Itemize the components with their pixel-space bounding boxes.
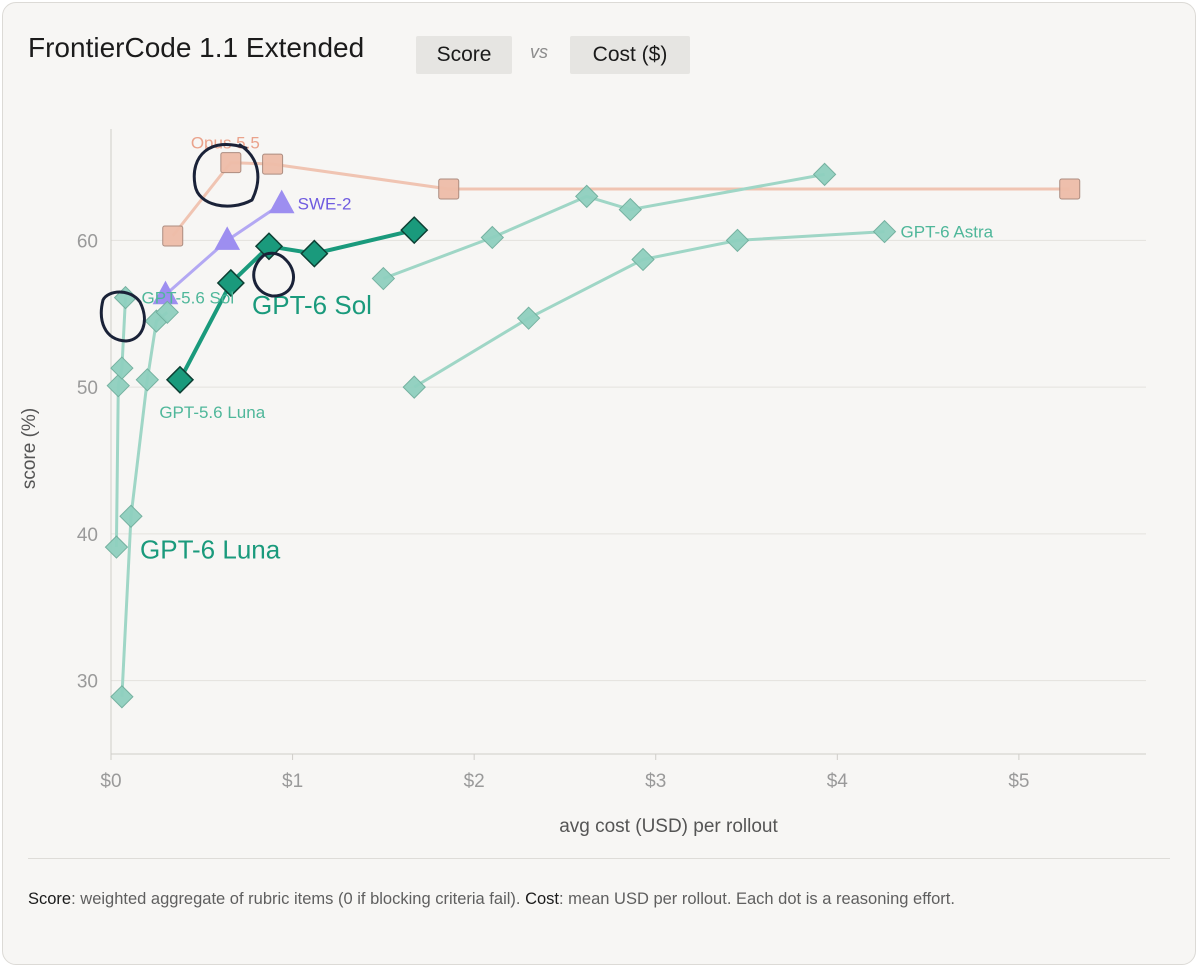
point-swe-2 [268, 189, 295, 214]
y-tick-label: 30 [77, 672, 98, 693]
point-gpt-5-6-astra [812, 162, 837, 187]
footer-divider [28, 858, 1170, 859]
series-label: GPT-6 Luna [140, 535, 281, 565]
point-opus-5-5 [1059, 178, 1081, 200]
x-tick-label: $0 [100, 771, 121, 792]
hand-drawn-annotations [99, 142, 295, 343]
axes: 30 40 50 60 $0 $1 $2 $3 $4 $5 avg cost (USD) per r… [19, 129, 1146, 837]
point-gpt-5-6-astra [480, 225, 505, 250]
series-label: SWE-2 [298, 195, 352, 214]
point-gpt-5-6-astra [618, 197, 643, 222]
point-gpt-5-6-sol [106, 373, 130, 398]
gridlines [111, 239, 1146, 682]
point-opus-5-5 [262, 153, 284, 175]
series-label: GPT-5.6 Luna [159, 403, 265, 422]
point-gpt-6-astra [725, 228, 750, 253]
x-tick-label: $1 [282, 771, 303, 792]
point-gpt-6-luna [300, 239, 329, 268]
point-gpt-6-luna [165, 365, 195, 394]
point-gpt-5-6-sol [104, 535, 129, 559]
cost-metric-pill[interactable]: Cost ($) [570, 36, 690, 74]
point-gpt-6-astra [631, 247, 655, 272]
point-gpt-6-astra [402, 375, 426, 399]
point-gpt-5-6-luna [119, 504, 143, 528]
point-gpt-5-6-sol [113, 285, 138, 310]
point-gpt-5-6-sol [110, 356, 134, 380]
footnote-cost-term: Cost [525, 890, 559, 908]
point-gpt-6-astra [516, 306, 541, 330]
x-tick-label: $2 [464, 771, 485, 792]
x-axis-title: avg cost (USD) per rollout [559, 816, 778, 837]
footnote-score-term: Score [28, 890, 72, 908]
y-tick-label: 50 [77, 378, 98, 399]
point-opus-5-5 [438, 178, 460, 200]
point-gpt-5-6-luna [110, 685, 134, 709]
y-tick-label: 40 [77, 525, 98, 546]
chart-footnote: Score: weighted aggregate of rubric item… [28, 890, 1178, 909]
point-gpt-5-6-luna [155, 300, 179, 325]
x-tick-label: $3 [645, 771, 666, 792]
point-gpt-5-6-astra [371, 266, 396, 291]
series-label: GPT-6 Astra [901, 223, 994, 242]
point-opus-5-5 [220, 152, 242, 174]
point-gpt-6-luna [400, 216, 429, 245]
chart-title: FrontierCode 1.1 Extended [28, 32, 365, 63]
point-gpt-6-luna [216, 268, 245, 298]
x-tick-label: $4 [827, 771, 849, 792]
point-swe-2 [214, 226, 241, 250]
series-line-gpt-5-6-sol [114, 297, 127, 548]
point-gpt-5-6-luna [135, 368, 160, 392]
footnote-score-text: : weighted aggregate of rubric items (0 … [71, 890, 526, 908]
footnote-cost-text: : mean USD per rollout. Each dot is a re… [559, 890, 955, 908]
point-gpt-6-astra [872, 219, 897, 244]
point-opus-5-5 [162, 225, 184, 247]
scatter-chart: 30 40 50 60 $0 $1 $2 $3 $4 $5 avg cost (USD) per r… [19, 129, 1146, 837]
vs-label: vs [530, 42, 548, 62]
point-gpt-5-6-astra [575, 184, 599, 209]
series-label: GPT-5.6 Sol [142, 289, 235, 308]
y-tick-label: 60 [77, 231, 98, 252]
annotation-circle-gpt6-sol [252, 251, 295, 298]
annotation-circle-opus [192, 142, 260, 208]
score-metric-pill[interactable]: Score [416, 36, 512, 74]
x-tick-label: $5 [1008, 771, 1029, 792]
y-axis-title: score (%) [19, 408, 40, 489]
annotation-circle-gpt6-luna [99, 290, 146, 343]
series-markers [104, 152, 1081, 709]
